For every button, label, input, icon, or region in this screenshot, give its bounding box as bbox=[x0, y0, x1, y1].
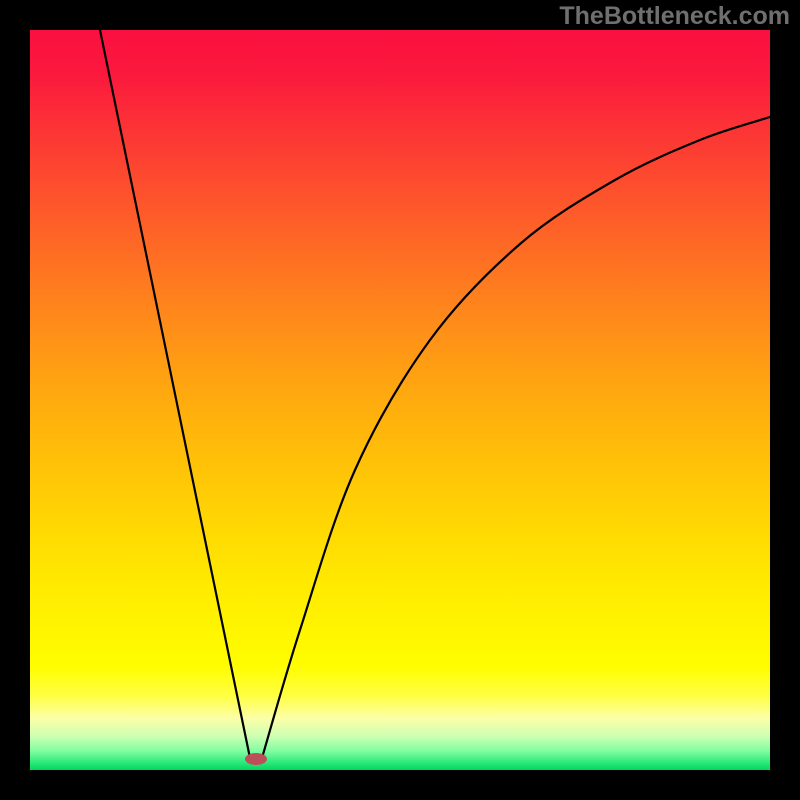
optimal-point-marker bbox=[245, 753, 267, 765]
watermark-text: TheBottleneck.com bbox=[559, 2, 790, 30]
chart-background bbox=[30, 30, 770, 770]
